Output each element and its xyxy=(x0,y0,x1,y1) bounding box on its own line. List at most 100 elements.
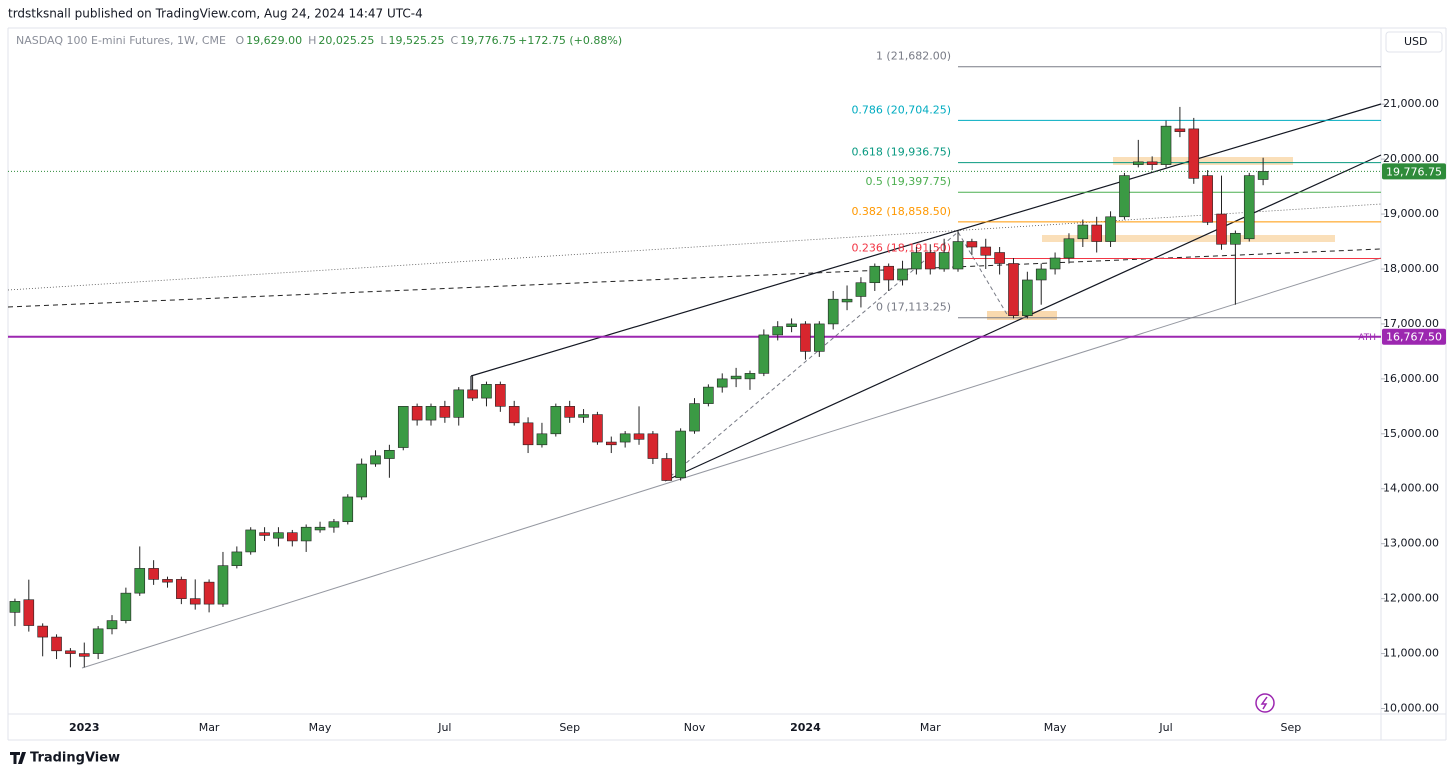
candle-body xyxy=(1202,175,1213,223)
y-tick-label: 15,000.00 xyxy=(1383,427,1439,440)
y-tick-label: 20,000.00 xyxy=(1383,152,1439,165)
candle-body xyxy=(217,565,229,605)
candle-body xyxy=(370,455,381,465)
candle-body xyxy=(1063,238,1075,259)
channel-upper xyxy=(470,103,1382,377)
candle-body xyxy=(675,430,686,479)
drawings xyxy=(7,103,1382,713)
candle-body xyxy=(508,406,520,424)
candle-body xyxy=(758,334,770,374)
candle-body xyxy=(162,579,173,583)
price-tag xyxy=(1382,328,1446,345)
candle-body xyxy=(564,406,575,418)
ohlc-value: 19,776.75 xyxy=(460,34,517,47)
currency[interactable]: USD xyxy=(1404,35,1428,48)
candle-body xyxy=(467,389,478,399)
candle-body xyxy=(65,650,76,654)
x-tick-label: 2023 xyxy=(69,721,100,734)
ohlc-key: L xyxy=(380,34,387,47)
y-tick-label: 11,000.00 xyxy=(1383,647,1439,660)
candle-body xyxy=(106,620,118,630)
candle-body xyxy=(120,592,132,621)
x-tick-label: Sep xyxy=(1280,721,1301,734)
candle-body xyxy=(51,636,62,652)
candle-body xyxy=(384,449,395,459)
x-tick-label: Mar xyxy=(920,721,941,734)
footer-brand: TradingView xyxy=(30,751,120,766)
trendline xyxy=(7,203,1382,291)
fib-label: 0.786 (20,704.25) xyxy=(851,103,951,116)
price-tag-label: 16,767.50 xyxy=(1386,331,1442,344)
ohlc-key: H xyxy=(308,34,317,47)
candle-body xyxy=(176,579,187,599)
y-tick-label: 18,000.00 xyxy=(1383,262,1439,275)
candle-body xyxy=(744,373,756,380)
candle-body xyxy=(1257,171,1269,180)
candle-body xyxy=(189,598,201,605)
ohlc-value: 20,025.25 xyxy=(318,34,375,47)
candle-body xyxy=(1174,128,1186,132)
candle-body xyxy=(1105,216,1116,242)
candle-body xyxy=(883,265,894,281)
y-tick-label: 12,000.00 xyxy=(1383,592,1439,605)
x-tick-label: May xyxy=(309,721,332,734)
candle-body xyxy=(23,599,35,626)
candle-body xyxy=(1022,279,1033,316)
candle-body xyxy=(203,581,215,605)
alert-bolt xyxy=(1260,696,1268,710)
y-tick-label: 19,000.00 xyxy=(1383,207,1439,220)
candle-body xyxy=(1188,128,1200,179)
ohlc-value: 19,629.00 xyxy=(246,34,303,47)
candle-body xyxy=(772,326,784,336)
candle-body xyxy=(633,433,645,440)
ohlc-key: O xyxy=(235,34,245,47)
candle-body xyxy=(328,521,340,528)
fib-label: 0.236 (18,191.50) xyxy=(851,241,951,254)
change: +172.75 (+0.88%) xyxy=(518,34,623,47)
alert-icon[interactable] xyxy=(1255,693,1275,713)
candle-body xyxy=(1146,161,1158,165)
candle-body xyxy=(453,389,465,418)
candle-body xyxy=(703,386,714,404)
price-tag xyxy=(1382,163,1446,180)
candle-body xyxy=(1160,125,1172,165)
ohlc-key: C xyxy=(450,34,459,47)
candle-body xyxy=(952,241,964,270)
candle-body xyxy=(1091,224,1102,242)
candle-body xyxy=(1119,175,1130,218)
x-tick-label: Jul xyxy=(1158,721,1172,734)
publisher: trdstksnall published on TradingView.com… xyxy=(8,7,423,21)
candle-body xyxy=(716,378,728,388)
candle-body xyxy=(994,252,1005,264)
candle-body xyxy=(411,406,423,421)
candle-body xyxy=(647,433,659,459)
y-tick-label: 21,000.00 xyxy=(1383,97,1439,110)
candle-body xyxy=(495,384,506,407)
candle-body xyxy=(980,246,992,256)
candle-body xyxy=(827,298,839,325)
zone xyxy=(987,311,1057,320)
y-tick-label: 14,000.00 xyxy=(1383,482,1439,495)
candle-body xyxy=(439,406,451,418)
currency-button[interactable] xyxy=(1385,31,1443,53)
candle-body xyxy=(536,433,548,446)
symbol: NASDAQ 100 E-mini Futures, 1W, CME xyxy=(16,34,226,47)
candle-body xyxy=(1035,268,1047,281)
candle-body xyxy=(397,406,409,448)
candle-body xyxy=(661,458,673,481)
candle-body xyxy=(9,601,21,613)
candle-body xyxy=(245,529,256,553)
price-tag-label: 19,776.75 xyxy=(1386,165,1442,178)
candle-body xyxy=(300,526,312,542)
candle-body xyxy=(1133,161,1144,165)
candle-body xyxy=(1243,175,1255,240)
candle-body xyxy=(938,252,950,270)
candle-body xyxy=(148,568,159,580)
candle-body xyxy=(911,252,922,270)
x-tick-label: 2024 xyxy=(790,721,821,734)
x-tick-label: Jul xyxy=(437,721,451,734)
fib-label: 0.618 (19,936.75) xyxy=(851,146,951,159)
candle-body xyxy=(1008,263,1019,316)
candle-body xyxy=(287,532,298,542)
candle-body xyxy=(342,496,354,523)
